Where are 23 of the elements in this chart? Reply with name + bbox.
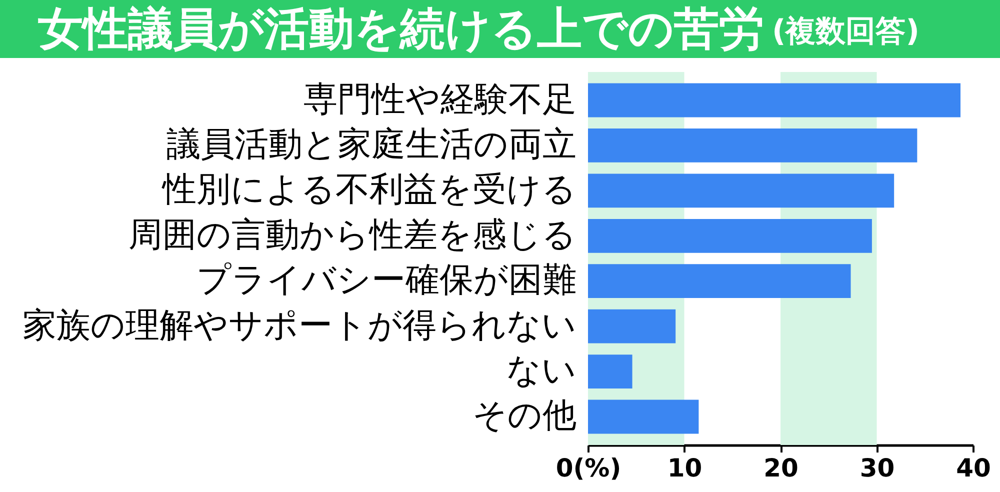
y-tick-label: その他 bbox=[472, 396, 576, 436]
bar bbox=[588, 400, 699, 434]
y-tick-label: 議員活動と家庭生活の両立 bbox=[166, 124, 576, 164]
chart-title: 女性議員が活動を続ける上での苦労 bbox=[38, 2, 764, 55]
x-tick-label: 0(%) bbox=[556, 454, 622, 482]
x-tick-label: 30 bbox=[860, 454, 895, 482]
y-tick-label: プライバシー確保が困難 bbox=[196, 260, 576, 300]
y-tick-label: 周囲の言動から性差を感じる bbox=[128, 214, 576, 255]
x-tick-label: 10 bbox=[667, 454, 702, 482]
y-tick-label: 家族の理解やサポートが得られない bbox=[22, 305, 576, 346]
x-tick-label: 20 bbox=[764, 454, 798, 482]
bar bbox=[588, 128, 918, 162]
bar bbox=[588, 83, 960, 118]
y-tick-label: 専門性や経験不足 bbox=[304, 79, 576, 120]
y-tick-label: 性別による不利益を受ける bbox=[162, 170, 576, 210]
bar bbox=[588, 264, 851, 298]
bar bbox=[588, 174, 894, 208]
chart-subtitle: (複数回答) bbox=[772, 14, 920, 49]
bar bbox=[588, 309, 676, 344]
x-tick-label: 40 bbox=[956, 454, 991, 482]
bar bbox=[588, 354, 632, 388]
y-tick-label: ない bbox=[506, 350, 576, 391]
bar bbox=[588, 218, 872, 253]
